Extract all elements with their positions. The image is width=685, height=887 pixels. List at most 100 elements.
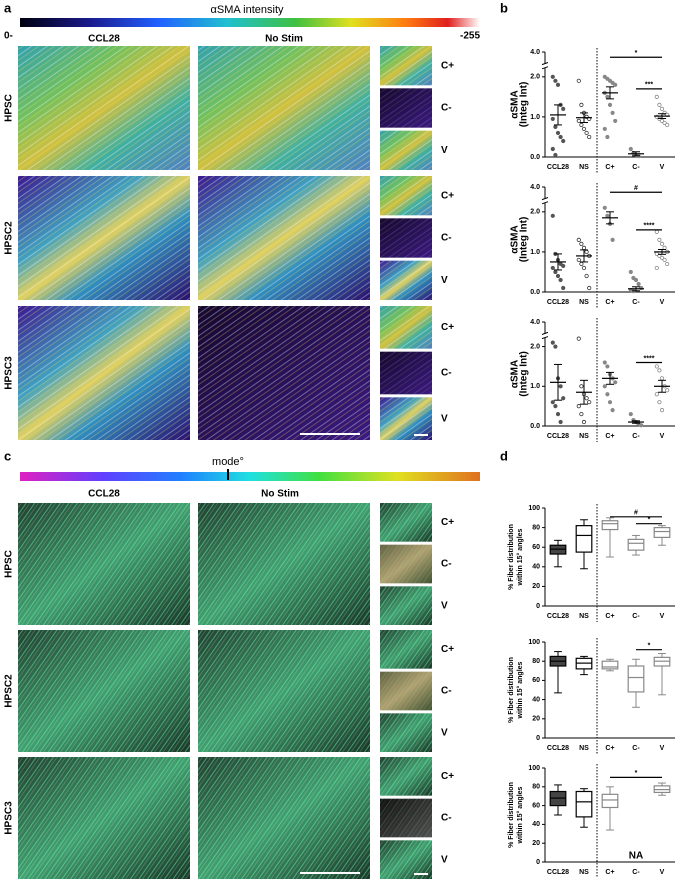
- y-tick-label: 20: [532, 840, 540, 847]
- x-tick-label: V: [660, 613, 665, 620]
- data-point: [665, 122, 670, 128]
- y-tick-label: 1.0: [530, 114, 540, 121]
- data-point: [602, 126, 607, 132]
- x-tick-label: V: [660, 869, 665, 876]
- y-tick-label: 0.0: [530, 423, 540, 430]
- data-point: [605, 213, 610, 218]
- data-point: [561, 106, 566, 111]
- data-point: [550, 213, 555, 218]
- significance-label: ***: [645, 82, 653, 89]
- column-label: CCL28: [88, 34, 120, 45]
- condition-label: C-: [441, 559, 452, 570]
- inset-texture: [380, 88, 432, 128]
- y-tick-label: 0: [536, 859, 540, 866]
- x-tick-label: C+: [605, 745, 614, 752]
- condition-label: C+: [441, 60, 454, 71]
- data-point: [659, 408, 665, 413]
- significance-label: *: [635, 770, 638, 777]
- data-point: [584, 273, 589, 279]
- y-tick-label: 0: [536, 735, 540, 742]
- x-tick-label: V: [660, 299, 665, 306]
- data-point: [657, 102, 662, 107]
- data-point: [555, 411, 561, 417]
- data-point: [579, 241, 584, 246]
- y-axis-label: (Integ Int): [519, 217, 530, 263]
- inset-texture: [380, 351, 432, 395]
- y-tick-label: 2.0: [530, 209, 540, 216]
- micrograph-texture: [18, 757, 190, 879]
- data-point: [605, 134, 610, 140]
- data-point: [550, 265, 555, 271]
- y-axis-label: % Fiber distribution: [508, 524, 515, 590]
- y-axis-label: within 15° angles: [516, 786, 524, 844]
- row-label: HPSC3: [4, 801, 15, 835]
- box: [601, 793, 619, 809]
- y-tick-label: 40: [532, 821, 540, 828]
- x-tick-label: CCL28: [547, 164, 569, 171]
- axis-break: [541, 201, 549, 205]
- data-point: [659, 376, 665, 381]
- x-tick-label: C+: [605, 164, 614, 171]
- y-tick-label: 0.0: [530, 154, 540, 161]
- significance-label: #: [634, 510, 638, 517]
- significance-label: *: [635, 50, 638, 57]
- data-point: [584, 249, 589, 255]
- data-point: [561, 263, 566, 269]
- colorbar: [20, 18, 480, 27]
- y-tick-label: 100: [528, 505, 540, 512]
- x-tick-label: NS: [579, 613, 589, 620]
- condition-label: V: [441, 275, 448, 286]
- x-tick-label: C+: [605, 299, 614, 306]
- data-point: [550, 116, 555, 122]
- data-point: [558, 277, 563, 283]
- inset-texture: [380, 503, 432, 542]
- y-axis-label: (Integ Int): [519, 82, 530, 128]
- axis-break: [541, 197, 549, 201]
- colorbar-title: mode°: [212, 456, 244, 468]
- micrograph-texture: [18, 306, 190, 440]
- data-point: [579, 261, 584, 267]
- micrograph-texture: [198, 176, 370, 300]
- inset-texture: [380, 757, 432, 796]
- data-point: [665, 388, 670, 393]
- data-point: [584, 396, 589, 401]
- significance-label: *: [648, 643, 651, 650]
- condition-label: C+: [441, 322, 454, 333]
- data-point: [659, 241, 665, 246]
- condition-label: V: [441, 727, 448, 738]
- data-point: [553, 78, 558, 83]
- micrograph-texture: [198, 306, 370, 440]
- panel-label: d: [500, 448, 508, 463]
- inset-texture: [380, 306, 432, 349]
- data-point: [553, 152, 558, 158]
- x-tick-label: CCL28: [547, 299, 569, 306]
- data-point: [605, 392, 610, 397]
- data-point: [607, 400, 613, 405]
- data-point: [628, 411, 633, 417]
- condition-label: V: [441, 600, 448, 611]
- data-point: [581, 419, 587, 425]
- column-label: CCL28: [88, 489, 120, 500]
- y-axis-label: αSMA: [510, 90, 521, 118]
- data-point: [558, 384, 563, 389]
- row-label: HPSC3: [4, 356, 15, 390]
- micrograph-texture: [18, 46, 190, 170]
- data-point: [605, 364, 610, 369]
- inset-texture: [380, 397, 432, 440]
- data-point: [579, 102, 584, 107]
- x-tick-label: V: [660, 433, 665, 440]
- data-point: [659, 106, 665, 111]
- x-tick-label: V: [660, 164, 665, 171]
- micrograph-texture: [198, 757, 370, 879]
- data-point: [587, 400, 592, 405]
- x-tick-label: NS: [579, 869, 589, 876]
- y-tick-label: 40: [532, 564, 540, 571]
- y-tick-label: 20: [532, 583, 540, 590]
- x-tick-label: C-: [632, 613, 640, 620]
- axis-break: [541, 336, 549, 340]
- data-point: [628, 269, 633, 275]
- x-tick-label: CCL28: [547, 745, 569, 752]
- annotation: NA: [629, 851, 643, 862]
- data-point: [550, 340, 555, 345]
- x-tick-label: C-: [632, 745, 640, 752]
